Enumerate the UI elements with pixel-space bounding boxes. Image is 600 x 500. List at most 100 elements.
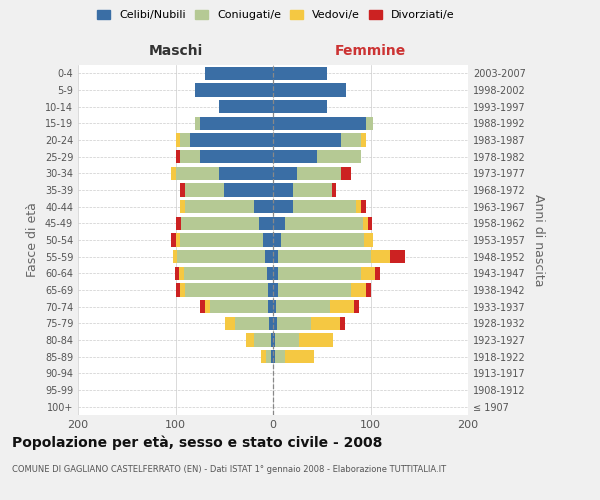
Y-axis label: Anni di nascita: Anni di nascita	[532, 194, 545, 286]
Y-axis label: Fasce di età: Fasce di età	[26, 202, 39, 278]
Bar	[181, 184, 185, 196]
Bar	[341, 134, 361, 146]
Bar	[365, 284, 371, 296]
Bar	[259, 216, 273, 230]
Bar	[271, 334, 273, 346]
Bar	[176, 150, 181, 164]
Bar	[371, 250, 390, 264]
Bar	[365, 116, 373, 130]
Bar	[181, 134, 190, 146]
Bar	[273, 350, 275, 364]
Bar	[205, 300, 209, 314]
Bar	[273, 216, 285, 230]
Bar	[331, 184, 337, 196]
Bar	[273, 334, 275, 346]
Bar	[273, 266, 278, 280]
Bar	[364, 234, 373, 246]
Text: COMUNE DI GAGLIANO CASTELFERRATO (EN) - Dati ISTAT 1° gennaio 2008 - Elaborazion: COMUNE DI GAGLIANO CASTELFERRATO (EN) - …	[12, 465, 446, 474]
Bar	[361, 134, 365, 146]
Text: Popolazione per età, sesso e stato civile - 2008: Popolazione per età, sesso e stato civil…	[12, 435, 382, 450]
Bar	[176, 134, 181, 146]
Bar	[269, 316, 273, 330]
Bar	[390, 250, 404, 264]
Bar	[368, 216, 373, 230]
Bar	[184, 266, 267, 280]
Bar	[273, 166, 298, 180]
Bar	[195, 84, 273, 96]
Bar	[181, 234, 263, 246]
Bar	[351, 284, 365, 296]
Bar	[200, 116, 273, 130]
Bar	[299, 334, 334, 346]
Bar	[254, 334, 271, 346]
Bar	[341, 166, 351, 180]
Bar	[273, 134, 341, 146]
Bar	[266, 350, 271, 364]
Bar	[185, 284, 268, 296]
Bar	[190, 134, 273, 146]
Bar	[273, 234, 281, 246]
Bar	[265, 250, 273, 264]
Bar	[354, 300, 359, 314]
Bar	[246, 334, 254, 346]
Bar	[311, 316, 340, 330]
Bar	[181, 150, 200, 164]
Bar	[276, 300, 329, 314]
Bar	[273, 300, 276, 314]
Bar	[224, 184, 273, 196]
Bar	[329, 300, 354, 314]
Bar	[275, 334, 299, 346]
Bar	[181, 200, 185, 213]
Bar	[356, 200, 361, 213]
Bar	[176, 216, 181, 230]
Bar	[281, 234, 364, 246]
Bar	[273, 316, 277, 330]
Bar	[376, 266, 380, 280]
Bar	[170, 234, 176, 246]
Bar	[285, 350, 314, 364]
Bar	[273, 284, 278, 296]
Bar	[205, 66, 273, 80]
Bar	[273, 100, 326, 114]
Bar	[273, 200, 293, 213]
Bar	[179, 266, 184, 280]
Bar	[254, 200, 273, 213]
Bar	[195, 116, 200, 130]
Bar	[278, 250, 371, 264]
Bar	[173, 250, 178, 264]
Bar	[235, 316, 269, 330]
Bar	[209, 300, 268, 314]
Bar	[278, 266, 361, 280]
Bar	[361, 266, 376, 280]
Bar	[273, 184, 293, 196]
Bar	[278, 284, 351, 296]
Bar	[317, 150, 361, 164]
Bar	[178, 250, 265, 264]
Legend: Celibi/Nubili, Coniugati/e, Vedovi/e, Divorziati/e: Celibi/Nubili, Coniugati/e, Vedovi/e, Di…	[93, 6, 459, 25]
Bar	[361, 200, 365, 213]
Bar	[273, 250, 278, 264]
Bar	[175, 266, 179, 280]
Text: Maschi: Maschi	[148, 44, 203, 58]
Bar	[176, 284, 181, 296]
Bar	[170, 166, 176, 180]
Bar	[277, 316, 311, 330]
Bar	[293, 184, 331, 196]
Bar	[262, 350, 266, 364]
Text: Femmine: Femmine	[335, 44, 406, 58]
Bar	[362, 216, 368, 230]
Bar	[176, 234, 181, 246]
Bar	[200, 300, 205, 314]
Bar	[285, 216, 362, 230]
Bar	[273, 116, 365, 130]
Bar	[273, 84, 346, 96]
Bar	[298, 166, 341, 180]
Bar	[200, 150, 273, 164]
Bar	[268, 284, 273, 296]
Bar	[220, 166, 273, 180]
Bar	[181, 284, 185, 296]
Bar	[273, 66, 326, 80]
Bar	[225, 316, 235, 330]
Bar	[340, 316, 345, 330]
Bar	[181, 216, 259, 230]
